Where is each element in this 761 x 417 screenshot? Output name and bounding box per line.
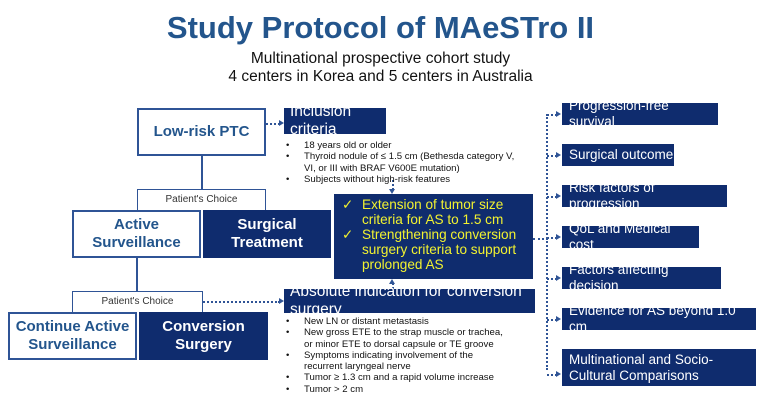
indication-item: New gross ETE to the strap muscle or tra…	[284, 327, 504, 350]
arrow-icon	[389, 189, 395, 194]
dotted-connector	[547, 319, 557, 321]
indication-item: Tumor > 2 cm	[284, 384, 504, 396]
arrow-icon	[279, 298, 284, 304]
inclusion-criteria-header: Inclusion criteria	[284, 103, 386, 138]
patients-choice-label: Patient's Choice	[72, 291, 203, 313]
inclusion-item: 18 years old or older	[284, 140, 524, 152]
patients-choice-text: Patient's Choice	[101, 296, 174, 307]
dotted-connector	[547, 114, 557, 116]
highlights-box: ✓ Extension of tumor size criteria for AS…	[334, 194, 533, 279]
dotted-connector	[392, 283, 394, 289]
arrow-icon	[556, 316, 561, 322]
outcome-box: Surgical outcome	[562, 144, 674, 166]
dotted-connector	[547, 237, 557, 239]
dotted-connector	[172, 301, 280, 303]
indication-item: Symptoms indicating involvement of the r…	[284, 350, 504, 373]
check-icon: ✓	[342, 227, 354, 242]
subtitle-line-1: Multinational prospective cohort study	[250, 50, 511, 67]
connector	[136, 257, 138, 292]
inclusion-criteria-list: 18 years old or older Thyroid nodule of …	[284, 140, 524, 185]
patients-choice-label: Patient's Choice	[137, 189, 266, 211]
outcome-box: Evidence for AS beyond 1.0 cm	[562, 303, 756, 334]
dotted-connector	[547, 196, 557, 198]
arrow-icon	[556, 371, 561, 377]
page-title: Study Protocol of MAeSTro II	[166, 10, 595, 45]
outcome-box: Multinational and Socio-Cultural Compari…	[562, 349, 756, 386]
dotted-connector	[547, 278, 557, 280]
dotted-connector	[533, 238, 548, 240]
dotted-connector	[547, 374, 557, 376]
indication-item: New LN or distant metastasis	[284, 316, 504, 328]
outcome-box: Progression-free survival	[562, 98, 718, 129]
arrow-icon	[389, 279, 395, 284]
check-icon: ✓	[342, 197, 354, 212]
conversion-surgery-box: Conversion Surgery	[139, 312, 268, 360]
dotted-connector	[266, 123, 280, 125]
indication-item: Tumor ≥ 1.3 cm and a rapid volume increa…	[284, 372, 504, 384]
absolute-indication-header: Absolute indication for conversion surge…	[284, 283, 535, 318]
dotted-trunk	[546, 114, 548, 370]
arrow-icon	[556, 152, 561, 158]
absolute-indication-list: New LN or distant metastasis New gross E…	[284, 316, 504, 395]
inclusion-item: Subjects without high-risk features	[284, 174, 524, 186]
arrow-icon	[556, 111, 561, 117]
arrow-icon	[556, 193, 561, 199]
low-risk-ptc-box: Low-risk PTC	[137, 108, 266, 156]
surgical-treatment-box: Surgical Treatment	[203, 210, 331, 258]
highlight-text: Strengthening conversion surgery criteri…	[362, 227, 517, 272]
subtitle-line-2: 4 centers in Korea and 5 centers in Aust…	[228, 68, 533, 85]
highlight-item: ✓ Extension of tumor size criteria for AS…	[340, 197, 527, 227]
arrow-icon	[279, 120, 284, 126]
highlight-item: ✓ Strengthening conversion surgery criter…	[340, 227, 527, 272]
arrow-icon	[556, 275, 561, 281]
active-surveillance-box: Active Surveillance	[72, 210, 201, 258]
arrow-icon	[556, 234, 561, 240]
outcome-box: Factors affecting decision	[562, 262, 721, 293]
connector	[201, 155, 203, 190]
outcome-box: QoL and Medical cost	[562, 221, 699, 252]
continue-active-surveillance-box: Continue Active Surveillance	[8, 312, 137, 360]
outcome-box: Risk factors of progression	[562, 180, 727, 211]
inclusion-item: Thyroid nodule of ≤ 1.5 cm (Bethesda cat…	[284, 151, 524, 174]
highlight-text: Extension of tumor size criteria for AS …	[362, 197, 504, 227]
dotted-connector	[547, 155, 557, 157]
